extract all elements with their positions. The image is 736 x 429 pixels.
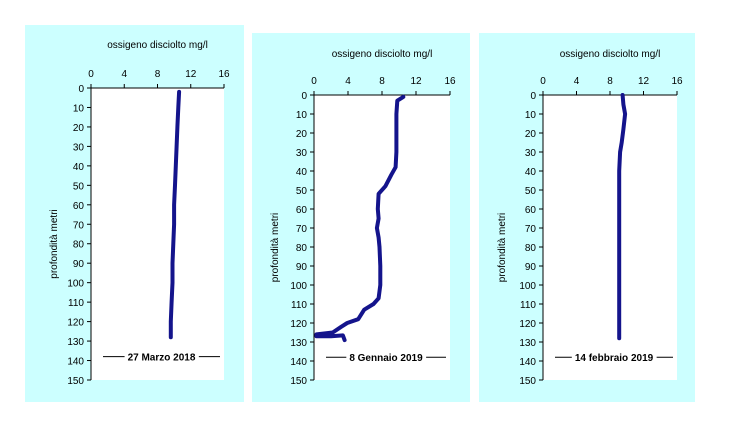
y-tick-label: 130 [519, 338, 536, 349]
y-tick-label: 100 [519, 281, 536, 292]
y-tick-label: 50 [296, 186, 308, 197]
date-label: 27 Marzo 2018 [128, 353, 196, 364]
y-tick-label: 30 [525, 148, 537, 159]
plot-area [91, 88, 224, 380]
x-axis-title: ossigeno disciolto mg/l [332, 49, 433, 60]
y-tick-label: 110 [68, 298, 84, 309]
chart-svg-2: ossigeno disciolto mg/l profondità metri 0… [270, 49, 456, 387]
date-label: 8 Gennaio 2019 [349, 353, 423, 364]
x-tick-label: 8 [155, 69, 161, 80]
y-tick-label: 110 [291, 300, 307, 311]
y-tick-label: 130 [290, 338, 307, 349]
y-tick-label: 90 [73, 259, 85, 270]
date-label: 14 febbraio 2019 [575, 353, 654, 364]
y-tick-label: 30 [296, 148, 308, 159]
y-tick-label: 70 [73, 220, 85, 231]
x-tick-label: 0 [311, 76, 317, 87]
x-tick-label: 16 [671, 76, 683, 87]
plot-area [314, 95, 450, 380]
y-tick-label: 70 [296, 224, 308, 235]
y-tick-label: 50 [73, 181, 85, 192]
y-tick-label: 70 [525, 224, 537, 235]
y-tick-label: 90 [296, 262, 308, 273]
y-tick-label: 60 [73, 201, 85, 212]
y-tick-label: 100 [290, 281, 307, 292]
x-tick-label: 8 [607, 76, 613, 87]
x-axis-title: ossigeno disciolto mg/l [107, 40, 208, 51]
y-tick-label: 110 [520, 300, 536, 311]
x-tick-label: 4 [574, 76, 580, 87]
y-tick-label: 140 [67, 357, 84, 368]
chart-svg-3: ossigeno disciolto mg/l profondità metri 0… [497, 49, 683, 387]
y-tick-label: 60 [296, 205, 308, 216]
x-tick-label: 4 [121, 69, 127, 80]
x-tick-label: 8 [379, 76, 385, 87]
y-tick-label: 80 [296, 243, 308, 254]
chart-panel-3: ossigeno disciolto mg/l profondità metri 0… [479, 33, 695, 402]
y-tick-label: 120 [67, 318, 84, 329]
y-tick-label: 50 [525, 186, 537, 197]
chart-panel-1: ossigeno disciolto mg/l profondità metri 0… [25, 25, 244, 402]
x-tick-label: 0 [540, 76, 546, 87]
y-tick-label: 10 [525, 110, 537, 121]
y-tick-label: 60 [525, 205, 537, 216]
y-axis-title: profondità metri [49, 209, 60, 278]
y-axis-title: profondità metri [497, 213, 508, 282]
x-tick-label: 12 [185, 69, 197, 80]
x-tick-label: 16 [444, 76, 456, 87]
y-tick-label: 0 [78, 84, 84, 95]
x-tick-label: 12 [638, 76, 650, 87]
y-tick-label: 0 [301, 91, 307, 102]
date-label-background [346, 352, 427, 366]
y-tick-label: 0 [530, 91, 536, 102]
y-tick-label: 100 [67, 279, 84, 290]
y-tick-label: 20 [525, 129, 537, 140]
y-tick-label: 120 [519, 319, 536, 330]
plot-area [543, 95, 677, 380]
y-tick-label: 10 [73, 103, 85, 114]
y-tick-label: 90 [525, 262, 537, 273]
y-tick-label: 40 [525, 167, 537, 178]
y-tick-label: 40 [73, 162, 85, 173]
x-tick-label: 0 [88, 69, 94, 80]
y-tick-label: 150 [519, 376, 536, 387]
chart-panel-2: ossigeno disciolto mg/l profondità metri 0… [252, 33, 470, 402]
y-tick-label: 150 [67, 376, 84, 387]
x-tick-label: 12 [410, 76, 422, 87]
y-tick-label: 30 [73, 142, 85, 153]
oxygen-profile-line [168, 89, 182, 340]
oxygen-profile-line [617, 93, 628, 341]
y-tick-label: 20 [73, 123, 85, 134]
y-tick-label: 40 [296, 167, 308, 178]
y-tick-label: 150 [290, 376, 307, 387]
date-label-background [124, 351, 199, 365]
date-label-background [571, 352, 657, 366]
y-tick-label: 10 [296, 110, 308, 121]
chart-svg-1: ossigeno disciolto mg/l profondità metri 0… [49, 40, 230, 387]
y-tick-label: 20 [296, 129, 308, 140]
x-axis-title: ossigeno disciolto mg/l [560, 49, 661, 60]
y-tick-label: 80 [525, 243, 537, 254]
y-tick-label: 140 [519, 357, 536, 368]
x-tick-label: 4 [345, 76, 351, 87]
y-axis-title: profondità metri [270, 213, 281, 282]
y-tick-label: 80 [73, 240, 85, 251]
oxygen-profile-line [314, 94, 406, 343]
y-tick-label: 130 [67, 337, 84, 348]
y-tick-label: 120 [290, 319, 307, 330]
x-tick-label: 16 [218, 69, 230, 80]
y-tick-label: 140 [290, 357, 307, 368]
